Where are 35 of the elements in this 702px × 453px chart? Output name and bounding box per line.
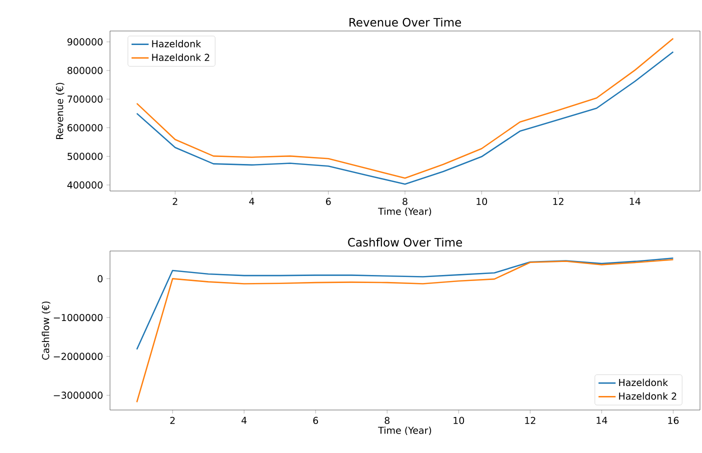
x-axis-title: Time (Year): [378, 208, 432, 216]
x-tick-label: 6: [313, 416, 318, 424]
x-tick-label: 14: [630, 198, 640, 205]
chart-title: Cashflow Over Time: [348, 238, 462, 247]
x-tick-label: 2: [172, 198, 178, 205]
x-tick-label: 4: [242, 416, 247, 424]
x-tick-label: 8: [402, 198, 408, 206]
y-axis-title: Cashflow (€): [42, 302, 50, 360]
x-tick-label: 14: [596, 416, 608, 424]
y-tick-label: 500000: [68, 152, 102, 160]
y-tick-label: −2000000: [54, 352, 102, 360]
legend-label: Hazeldonk: [152, 40, 202, 48]
y-tick-label: 400000: [67, 181, 102, 189]
y-tick-label: 0: [98, 275, 102, 282]
y-axis-title: Revenue (€): [56, 82, 64, 139]
x-tick-label: 2: [170, 416, 175, 424]
legend-label: Hazeldonk 2: [619, 392, 676, 400]
x-tick-label: 16: [668, 416, 679, 424]
x-tick-label: 12: [553, 198, 564, 205]
y-tick-label: 700000: [68, 96, 102, 103]
x-tick-label: 8: [384, 416, 390, 424]
x-axis-title: Time (Year): [378, 426, 432, 436]
legend-label: Hazeldonk: [619, 378, 668, 386]
chart-title: Revenue Over Time: [350, 18, 461, 27]
y-tick-label: 900000: [67, 38, 102, 46]
y-tick-label: −3000000: [54, 392, 102, 399]
y-tick-label: 800000: [68, 66, 102, 74]
y-tick-label: −1000000: [54, 314, 102, 322]
x-tick-label: 10: [454, 416, 464, 424]
x-tick-label: 10: [476, 198, 488, 206]
x-tick-label: 4: [249, 198, 254, 205]
y-tick-label: 600000: [68, 124, 102, 132]
x-tick-label: 6: [326, 198, 331, 206]
x-tick-label: 12: [525, 416, 536, 424]
legend-label: Hazeldonk 2: [152, 54, 210, 61]
